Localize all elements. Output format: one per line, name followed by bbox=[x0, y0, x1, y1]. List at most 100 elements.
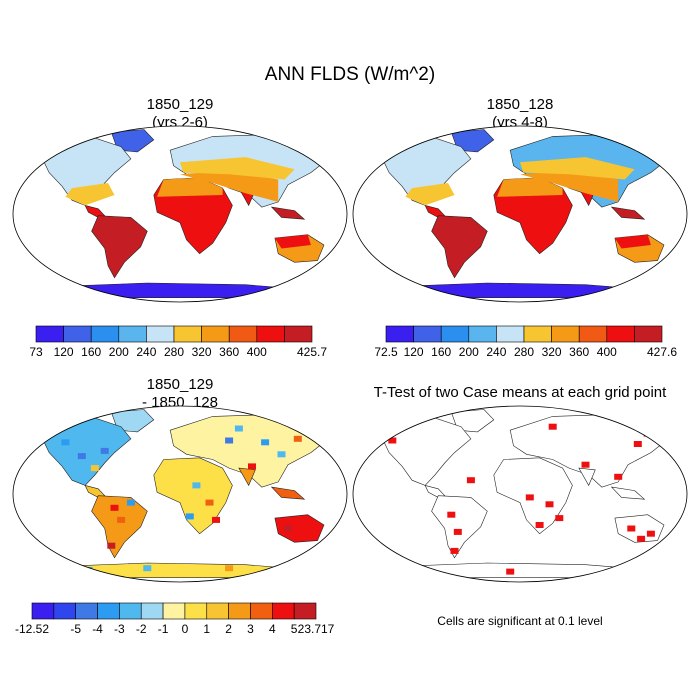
colorbar-tick-label: 200 bbox=[459, 345, 479, 359]
colorbar-swatch bbox=[256, 325, 285, 343]
colorbar-swatch bbox=[140, 602, 164, 620]
colorbar-swatch bbox=[35, 325, 64, 343]
colorbar-tick-label: 4 bbox=[269, 622, 276, 636]
colorbar-swatch bbox=[634, 325, 663, 343]
difference-cell bbox=[277, 451, 286, 458]
difference-cell bbox=[205, 499, 214, 506]
continent-africa bbox=[493, 177, 573, 255]
map-frame bbox=[12, 125, 348, 303]
colorbar-tick-label: -1 bbox=[158, 622, 169, 636]
colorbar-2: 72.5 120 160 200 240 280 320 360 400 427.6 bbox=[374, 325, 677, 359]
significant-cell bbox=[388, 437, 397, 444]
continent-namerica bbox=[38, 414, 132, 486]
colorbar-tick-label: 240 bbox=[136, 345, 156, 359]
difference-cell bbox=[143, 565, 152, 572]
colorbar-swatch bbox=[63, 325, 92, 343]
significant-cell bbox=[581, 461, 590, 468]
continent-seasia bbox=[610, 206, 646, 220]
colorbar-swatch bbox=[75, 602, 98, 620]
colorbar-tick-label: 360 bbox=[569, 345, 589, 359]
significant-cell bbox=[453, 528, 462, 535]
difference-cell bbox=[293, 435, 302, 442]
difference-cell bbox=[261, 439, 270, 446]
significant-cell bbox=[506, 568, 515, 575]
field-band bbox=[405, 183, 455, 206]
colorbar-tick-label: -3 bbox=[114, 622, 125, 636]
significant-cell bbox=[450, 547, 459, 554]
continent-samerica bbox=[91, 215, 148, 279]
colorbar-tick-label: 427.6 bbox=[647, 345, 677, 359]
map-panel-2 bbox=[352, 125, 688, 303]
colorbar-swatch bbox=[162, 602, 186, 620]
continent-seasia bbox=[610, 486, 646, 500]
field-band bbox=[65, 183, 115, 206]
colorbar-tick-label: 1 bbox=[203, 622, 210, 636]
continent-india bbox=[578, 467, 596, 487]
colorbar-tick-label: 5 bbox=[291, 622, 298, 636]
significant-cell bbox=[447, 511, 456, 518]
significant-cell bbox=[535, 522, 544, 528]
map-frame bbox=[352, 125, 688, 303]
colorbar-swatch bbox=[90, 325, 120, 343]
continent-australia bbox=[274, 514, 325, 543]
colorbar-tick-label: 0 bbox=[182, 622, 189, 636]
significant-cell bbox=[646, 530, 655, 537]
colorbar-swatch bbox=[119, 602, 142, 620]
panel-4-title: T-Test of two Case means at each grid po… bbox=[355, 384, 685, 402]
colorbar-tick-label: -5 bbox=[70, 622, 81, 636]
field-band bbox=[497, 177, 563, 197]
continent-africa bbox=[153, 457, 233, 535]
colorbar-swatch bbox=[523, 325, 552, 343]
significant-cell bbox=[548, 423, 557, 430]
map-frame bbox=[12, 405, 348, 583]
colorbar-tick-label: 400 bbox=[597, 345, 617, 359]
main-title: ANN FLDS (W/m^2) bbox=[264, 64, 436, 85]
map-panel-3 bbox=[12, 405, 348, 583]
field-band bbox=[614, 234, 651, 249]
difference-cell bbox=[126, 499, 135, 506]
continent-africa bbox=[153, 177, 233, 255]
map-frame bbox=[352, 405, 688, 583]
colorbar-swatch bbox=[440, 325, 470, 343]
colorbar-swatch bbox=[206, 602, 229, 620]
difference-cell bbox=[110, 504, 119, 511]
colorbar-tick-label: 160 bbox=[431, 345, 451, 359]
difference-cell bbox=[225, 437, 234, 444]
field-band bbox=[520, 170, 619, 202]
colorbar-swatch bbox=[250, 602, 273, 620]
colorbar-swatch bbox=[496, 325, 525, 343]
significant-cell bbox=[555, 515, 564, 522]
colorbar-swatch bbox=[146, 325, 175, 343]
significant-cell bbox=[637, 535, 646, 542]
colorbar-tick-label: 400 bbox=[247, 345, 267, 359]
continent-samerica bbox=[91, 495, 148, 559]
significant-cell bbox=[525, 494, 534, 501]
field-band bbox=[520, 157, 635, 180]
colorbar-tick-label: 120 bbox=[404, 345, 424, 359]
significant-cell bbox=[614, 473, 623, 480]
colorbar-swatch bbox=[228, 602, 251, 620]
significant-cell bbox=[633, 441, 642, 447]
colorbar-tick-label: 200 bbox=[109, 345, 129, 359]
field-band bbox=[274, 234, 311, 249]
difference-cell bbox=[225, 565, 234, 572]
continent-samerica bbox=[431, 495, 488, 559]
colorbar-swatch bbox=[284, 325, 313, 343]
colorbar-tick-label: 23.717 bbox=[298, 622, 335, 636]
continent-india bbox=[238, 467, 256, 487]
colorbar-swatch bbox=[468, 325, 497, 343]
colorbar-tick-label: 280 bbox=[164, 345, 184, 359]
difference-cell bbox=[284, 525, 292, 532]
colorbar-swatch bbox=[173, 325, 202, 343]
field-band bbox=[157, 177, 223, 197]
colorbar-swatch bbox=[228, 325, 258, 343]
colorbar-swatch bbox=[31, 602, 55, 620]
difference-cell bbox=[234, 425, 243, 432]
colorbar-swatch bbox=[413, 325, 442, 343]
colorbar-swatch bbox=[578, 325, 608, 343]
panel-3-title-line1: 1850_129 bbox=[146, 376, 214, 393]
difference-cell bbox=[117, 516, 126, 523]
colorbar-tick-label: 120 bbox=[54, 345, 74, 359]
